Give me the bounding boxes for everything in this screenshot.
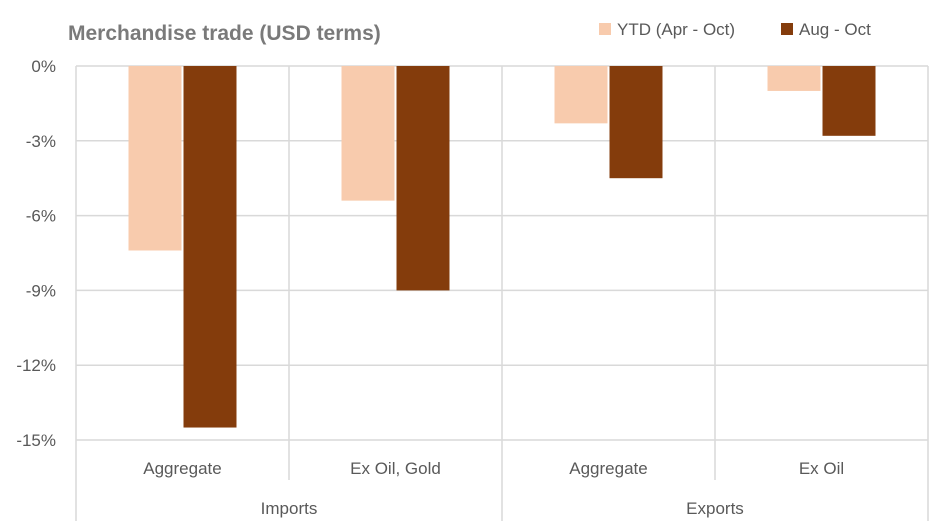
bar xyxy=(554,66,608,124)
y-tick-label: -9% xyxy=(26,281,56,300)
chart-title: Merchandise trade (USD terms) xyxy=(68,22,381,45)
legend-label: Aug - Oct xyxy=(799,20,871,39)
y-tick-label: -6% xyxy=(26,207,56,226)
x-axis-groups: Imports Exports xyxy=(261,499,744,518)
legend-swatch xyxy=(599,23,611,35)
x-group-label: Exports xyxy=(686,499,744,518)
y-tick-label: -12% xyxy=(16,356,56,375)
legend: YTD (Apr - Oct) Aug - Oct xyxy=(599,20,871,39)
x-tick-label: Aggregate xyxy=(569,459,647,478)
category-separators xyxy=(75,66,929,521)
y-tick-label: -15% xyxy=(16,431,56,450)
y-axis-ticks: 0% -3% -6% -9% -12% -15% xyxy=(16,57,56,450)
bar xyxy=(609,66,663,179)
legend-swatch xyxy=(781,23,793,35)
y-tick-label: 0% xyxy=(31,57,56,76)
y-tick-label: -3% xyxy=(26,132,56,151)
bar xyxy=(341,66,395,201)
x-axis-ticks: Aggregate Ex Oil, Gold Aggregate Ex Oil xyxy=(143,459,844,478)
bar xyxy=(822,66,876,136)
bar xyxy=(128,66,182,251)
bar xyxy=(183,66,237,428)
x-tick-label: Aggregate xyxy=(143,459,221,478)
bar xyxy=(767,66,821,91)
legend-label: YTD (Apr - Oct) xyxy=(617,20,735,39)
x-tick-label: Ex Oil, Gold xyxy=(350,459,441,478)
x-tick-label: Ex Oil xyxy=(799,459,844,478)
bar xyxy=(396,66,450,291)
x-group-label: Imports xyxy=(261,499,318,518)
bars xyxy=(128,66,876,428)
